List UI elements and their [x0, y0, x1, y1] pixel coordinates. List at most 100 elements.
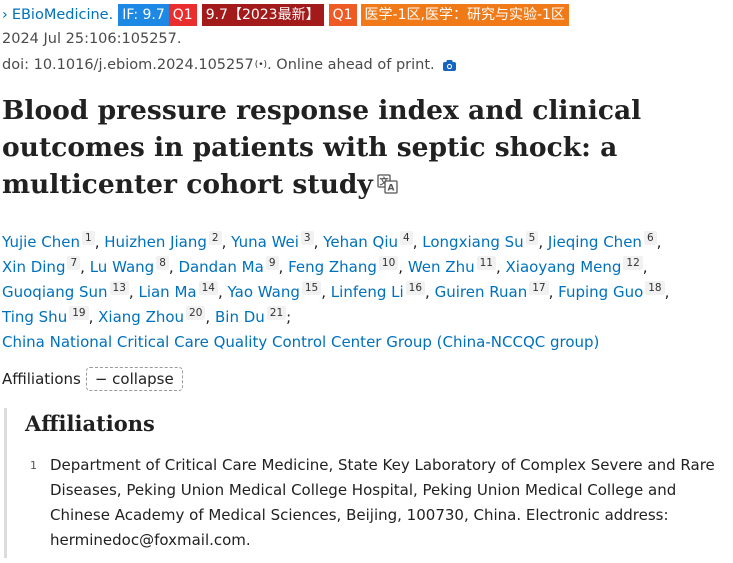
author-link[interactable]: Guoqiang Sun [2, 283, 108, 301]
author: Xiang Zhou 20, [98, 306, 211, 326]
author-affiliation-ref[interactable]: 13 [109, 281, 129, 295]
author-link[interactable]: Bin Du [214, 308, 265, 326]
author-affiliation-ref[interactable]: 1 [82, 231, 95, 245]
author: Longxiang Su 5, [422, 231, 544, 251]
author-link[interactable]: Fuping Guo [558, 283, 644, 301]
author-separator: , [278, 258, 284, 276]
group-author-link[interactable]: China National Critical Care Quality Con… [2, 333, 600, 351]
author-separator: , [495, 258, 501, 276]
affiliations-panel: Affiliations 1 Department of Critical Ca… [4, 408, 733, 558]
translate-icon[interactable]: 文 A [377, 174, 399, 194]
camera-icon[interactable] [442, 59, 457, 72]
author-link[interactable]: Xin Ding [2, 258, 66, 276]
author-affiliation-ref[interactable]: 6 [643, 231, 657, 245]
author-affiliation-ref[interactable]: 10 [378, 256, 399, 270]
chevron-right-icon: › [2, 7, 8, 23]
svg-text:文: 文 [378, 176, 389, 188]
author: Fuping Guo 18, [558, 281, 670, 301]
author: Yehan Qiu 4, [323, 231, 418, 251]
journal-bar: › EBioMedicine. IF: 9.7 Q1 9.7【2023最新】 Q1… [2, 4, 569, 26]
author-affiliation-ref[interactable]: 15 [301, 281, 322, 295]
author: Lu Wang 8, [89, 256, 174, 276]
author-separator: , [642, 258, 648, 276]
author-separator: , [321, 283, 327, 301]
author-affiliation-ref[interactable]: 9 [265, 256, 279, 270]
publication-status: . Online ahead of print. [267, 57, 435, 73]
author-link[interactable]: Yujie Chen [2, 233, 80, 251]
author-separator: , [425, 283, 430, 301]
author: Wen Zhu 11, [407, 256, 501, 276]
cas-zone-badge: 医学-1区,医学：研究与实验-1区 [360, 4, 569, 26]
author-affiliation-ref[interactable]: 7 [67, 256, 81, 270]
author-separator: , [221, 233, 227, 251]
author-link[interactable]: Longxiang Su [422, 233, 524, 251]
author-link[interactable]: Huizhen Jiang [104, 233, 207, 251]
author-separator: , [548, 283, 554, 301]
author-separator: , [205, 308, 211, 326]
affiliation-text: Department of Critical Care Medicine, St… [50, 456, 715, 549]
author-affiliation-ref[interactable]: 21 [266, 306, 287, 320]
author-separator: , [217, 283, 223, 301]
author-separator: , [168, 258, 174, 276]
author-link[interactable]: Xiang Zhou [98, 308, 185, 326]
author-affiliation-ref[interactable]: 2 [208, 231, 222, 245]
quartile-badge-secondary: Q1 [328, 4, 357, 26]
author: Yuna Wei 3, [231, 231, 319, 251]
author-separator: , [80, 258, 85, 276]
author-affiliation-ref[interactable]: 19 [69, 306, 89, 320]
affiliation-number: 1 [30, 459, 37, 472]
author-separator: , [656, 233, 662, 251]
author-separator: , [88, 308, 94, 326]
author-affiliation-ref[interactable]: 12 [623, 256, 643, 270]
author-separator: , [664, 283, 670, 301]
author-affiliation-ref[interactable]: 4 [400, 231, 413, 245]
author-affiliation-ref[interactable]: 11 [476, 256, 496, 270]
author: Jieqing Chen 6, [547, 231, 662, 251]
author: Dandan Ma 9, [178, 256, 284, 276]
author: Feng Zhang 10, [288, 256, 403, 276]
author-link[interactable]: Lian Ma [138, 283, 197, 301]
affiliation-item: 1 Department of Critical Care Medicine, … [30, 453, 733, 553]
author-link[interactable]: Dandan Ma [178, 258, 264, 276]
author-separator: , [538, 233, 544, 251]
author-separator: , [313, 233, 319, 251]
author-link[interactable]: Jieqing Chen [547, 233, 642, 251]
author-link[interactable]: Feng Zhang [288, 258, 377, 276]
author-affiliation-ref[interactable]: 17 [529, 281, 549, 295]
author: Guiren Ruan 17, [434, 281, 554, 301]
author: Yao Wang 15, [227, 281, 327, 301]
signal-icon: (•) [254, 60, 268, 70]
author-link[interactable]: Guiren Ruan [434, 283, 528, 301]
journal-name: EBioMedicine. [11, 7, 114, 23]
author: Yujie Chen 1, [2, 231, 100, 251]
author-affiliation-ref[interactable]: 16 [405, 281, 426, 295]
author: Bin Du 21; [214, 306, 292, 326]
author-separator: , [94, 233, 100, 251]
author-separator: ; [286, 308, 292, 326]
doi-text[interactable]: doi: 10.1016/j.ebiom.2024.105257 [2, 57, 254, 73]
author: Ting Shu 19, [2, 306, 94, 326]
author-list: Yujie Chen 1, Huizhen Jiang 2, Yuna Wei 3, … [2, 230, 732, 355]
author-affiliation-ref[interactable]: 5 [525, 231, 539, 245]
author-affiliation-ref[interactable]: 8 [156, 256, 169, 270]
journal-link[interactable]: › EBioMedicine. [2, 7, 113, 23]
author-link[interactable]: Yao Wang [227, 283, 300, 301]
author-link[interactable]: Wen Zhu [407, 258, 475, 276]
affiliations-label: Affiliations [2, 370, 81, 388]
author-affiliation-ref[interactable]: 18 [645, 281, 665, 295]
publication-date: 2024 Jul 25:106:105257. [2, 31, 182, 47]
author-link[interactable]: Yuna Wei [231, 233, 299, 251]
author-affiliation-ref[interactable]: 14 [198, 281, 218, 295]
affiliations-heading: Affiliations [25, 411, 155, 436]
author-separator: , [412, 233, 418, 251]
collapse-button[interactable]: − collapse [85, 367, 183, 391]
author-link[interactable]: Lu Wang [89, 258, 155, 276]
author-affiliation-ref[interactable]: 3 [300, 231, 314, 245]
author-affiliation-ref[interactable]: 20 [186, 306, 206, 320]
author-link[interactable]: Yehan Qiu [323, 233, 399, 251]
author-separator: , [128, 283, 134, 301]
author-link[interactable]: Linfeng Li [330, 283, 404, 301]
author-link[interactable]: Xiaoyang Meng [505, 258, 622, 276]
author-link[interactable]: Ting Shu [2, 308, 68, 326]
svg-text:A: A [387, 184, 394, 194]
